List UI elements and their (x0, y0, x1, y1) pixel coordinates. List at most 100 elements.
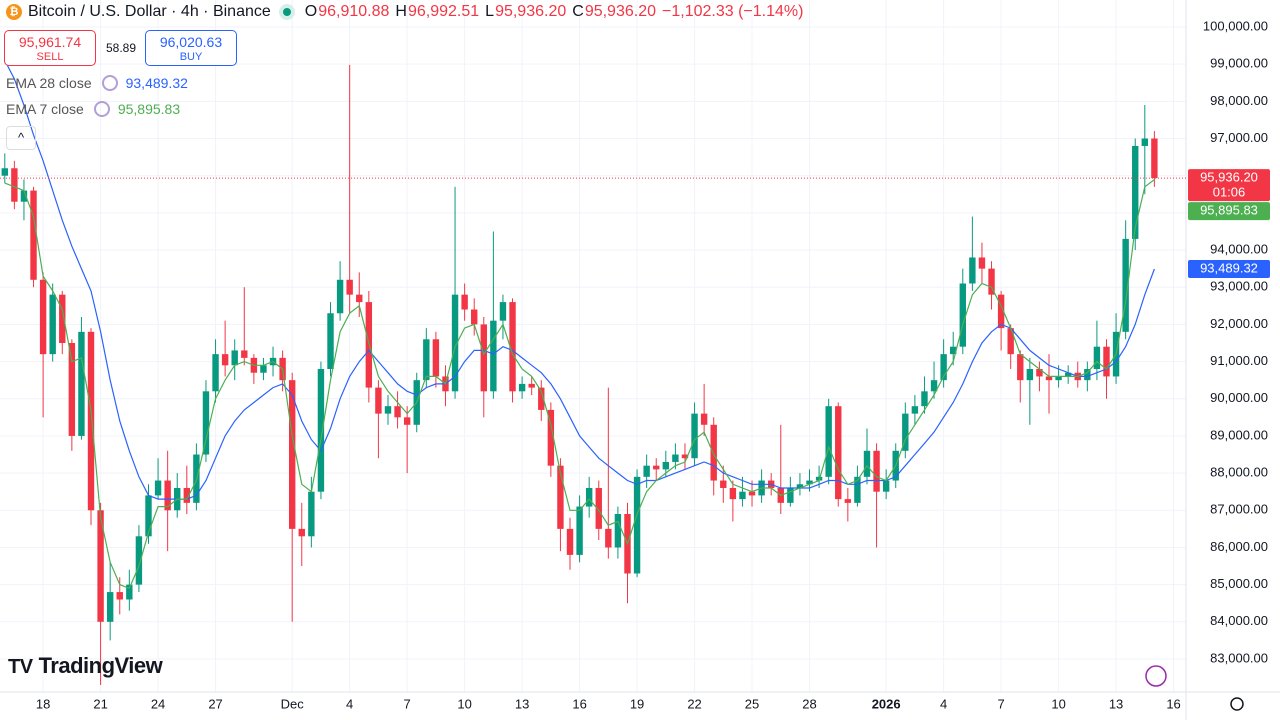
collapse-button[interactable]: ^ (6, 126, 36, 150)
candle-body (68, 342, 76, 436)
candle-body (576, 506, 583, 555)
candle-body (882, 480, 890, 492)
last-price-tag (1188, 169, 1270, 202)
settings-icon[interactable] (1230, 697, 1244, 711)
bitcoin-icon: ₿ (6, 4, 22, 20)
candle-body (643, 465, 650, 477)
candle-body (787, 487, 794, 503)
symbol-title[interactable]: Bitcoin / U.S. Dollar · 4h · Binance (28, 3, 271, 20)
candle-body (298, 528, 305, 537)
ema-line (4, 179, 1155, 590)
y-tick-label: 94,000.00 (1210, 241, 1268, 256)
buy-price: 96,020.63 (159, 34, 223, 50)
candle-body (394, 406, 401, 418)
symbol-header: ₿ Bitcoin / U.S. Dollar · 4h · Binance O… (6, 3, 803, 21)
candle-body (451, 294, 459, 392)
candle-body (164, 480, 171, 511)
candle-body (336, 279, 344, 314)
y-tick-label: 87,000.00 (1210, 502, 1268, 517)
candle-body (518, 383, 526, 392)
candle-body (231, 350, 238, 366)
candle-body (566, 528, 574, 555)
y-tick-label: 90,000.00 (1210, 390, 1268, 405)
candle-body (595, 487, 602, 529)
indicator-icon (93, 101, 110, 117)
candle-body (1151, 138, 1158, 179)
candle-body (1103, 346, 1110, 377)
candle-body (672, 454, 679, 462)
candle-body (988, 268, 995, 295)
candle-body (854, 476, 861, 503)
candle-body (260, 365, 267, 373)
candle-body (729, 487, 737, 500)
candle-body (97, 510, 104, 622)
ohlc-key: L (485, 3, 495, 20)
y-tick-label: 97,000.00 (1210, 130, 1268, 145)
assistant-icon[interactable] (1145, 665, 1167, 687)
last-price-label: 95,936.20 (1200, 170, 1258, 185)
candle-body (1, 168, 8, 176)
candle-body (509, 302, 516, 392)
indicator-legend[interactable]: EMA 28 close 93,489.32 (6, 75, 188, 91)
candle-body (499, 302, 507, 321)
candle-body (308, 491, 315, 537)
indicator-name: EMA 7 close (6, 101, 84, 117)
x-tick-label: 25 (745, 696, 759, 711)
candle-body (940, 354, 947, 381)
candles (1, 64, 1158, 686)
candle-body (154, 480, 162, 496)
candle-body (106, 592, 114, 622)
candle-body (375, 387, 382, 414)
x-tick-label: 13 (515, 696, 529, 711)
y-tick-label: 93,000.00 (1210, 279, 1268, 294)
candle-body (1055, 376, 1062, 381)
candle-body (653, 465, 660, 470)
candle-body (49, 294, 56, 355)
candle-body (20, 190, 28, 202)
x-tick-label: 10 (457, 696, 471, 711)
candle-body (221, 354, 229, 366)
candle-body (384, 406, 392, 414)
y-tick-label: 89,000.00 (1210, 427, 1268, 442)
candle-body (547, 409, 555, 466)
indicator-value: 93,489.32 (125, 75, 188, 91)
y-tick-label: 100,000.00 (1203, 18, 1268, 33)
candle-body (1017, 354, 1024, 381)
candle-body (978, 257, 986, 269)
candle-body (835, 406, 842, 500)
x-tick-label: 19 (630, 696, 644, 711)
candle-body (681, 454, 689, 459)
candle-body (997, 294, 1005, 329)
candle-body (1036, 369, 1043, 377)
candle-body (796, 484, 804, 488)
candle-body (1122, 238, 1129, 332)
buy-button[interactable]: 96,020.63 BUY (145, 30, 237, 66)
x-tick-label: 18 (36, 696, 50, 711)
candle-body (59, 294, 66, 343)
candle-body (538, 387, 545, 410)
candle-body (126, 584, 133, 600)
candle-body (528, 383, 535, 388)
x-tick-label: 16 (1166, 696, 1180, 711)
x-tick-label: 21 (93, 696, 107, 711)
candle-body (11, 168, 18, 202)
x-tick-label: 7 (997, 696, 1004, 711)
y-tick-label: 85,000.00 (1210, 576, 1268, 591)
sell-label: SELL (36, 51, 64, 63)
sell-button[interactable]: 95,961.74 SELL (4, 30, 96, 66)
candle-body (135, 536, 143, 585)
indicator-legend[interactable]: EMA 7 close 95,895.83 (6, 101, 180, 117)
ohlc-value: 96,992.51 (407, 3, 480, 20)
indicator-icon (101, 75, 118, 91)
candle-body (873, 450, 880, 492)
candle-body (605, 528, 612, 548)
x-tick-label: 4 (940, 696, 947, 711)
indicator-price-label: 93,489.32 (1200, 260, 1258, 275)
y-tick-label: 88,000.00 (1210, 465, 1268, 480)
ohlc-value: 96,910.88 (318, 3, 390, 20)
x-tick-label: 7 (404, 696, 411, 711)
candle-body (585, 487, 593, 507)
buy-label: BUY (179, 51, 203, 63)
candle-body (863, 450, 871, 477)
